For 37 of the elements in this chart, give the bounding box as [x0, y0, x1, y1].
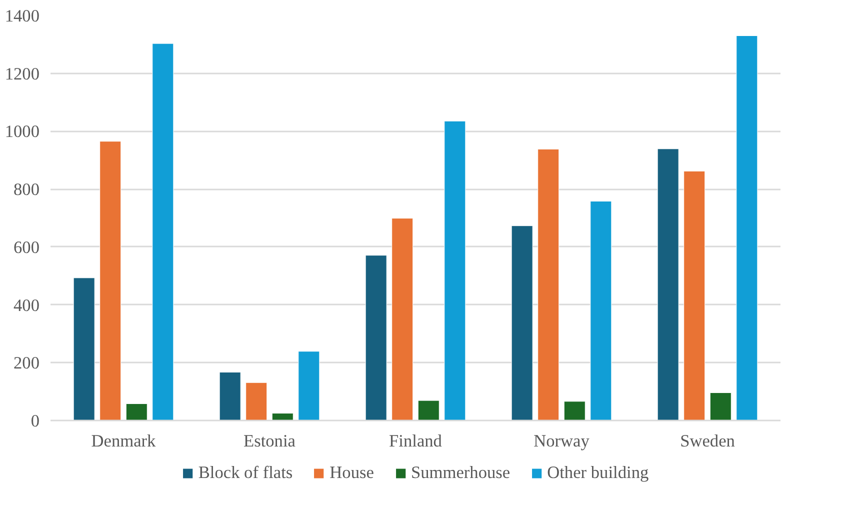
bar — [590, 200, 612, 420]
legend-label: House — [330, 463, 374, 483]
legend-label: Block of flats — [198, 463, 293, 483]
bar — [736, 36, 758, 420]
bar — [538, 148, 560, 420]
bar — [710, 392, 732, 420]
legend-label: Summerhouse — [410, 463, 510, 483]
y-tick-label: 400 — [14, 296, 40, 315]
bar — [511, 226, 533, 420]
bar — [298, 351, 320, 420]
bar — [272, 413, 294, 420]
y-tick-label: 0 — [30, 412, 40, 430]
bar — [418, 400, 440, 420]
y-tick-label: 800 — [14, 180, 40, 200]
bar — [392, 218, 414, 420]
bar — [152, 43, 174, 420]
y-tick-label: 1200 — [4, 64, 40, 84]
x-tick-label: Finland — [389, 432, 442, 450]
y-tick-label: 200 — [14, 354, 40, 373]
bar — [657, 148, 679, 420]
bar — [444, 120, 466, 420]
bar — [73, 278, 95, 420]
bar — [219, 372, 241, 420]
x-tick-label: Norway — [534, 432, 590, 450]
bar — [684, 170, 706, 420]
bar — [100, 141, 122, 420]
legend-label: Other building — [547, 463, 649, 483]
y-tick-label: 1000 — [4, 122, 40, 142]
y-tick-label: 1400 — [4, 6, 40, 26]
bar — [365, 255, 387, 420]
bar — [564, 401, 586, 420]
bar — [126, 403, 148, 420]
x-tick-label: Sweden — [680, 432, 736, 450]
bar — [246, 382, 268, 420]
x-tick-label: Denmark — [91, 432, 156, 450]
y-tick-label: 600 — [14, 238, 40, 257]
x-tick-label: Estonia — [244, 432, 296, 450]
